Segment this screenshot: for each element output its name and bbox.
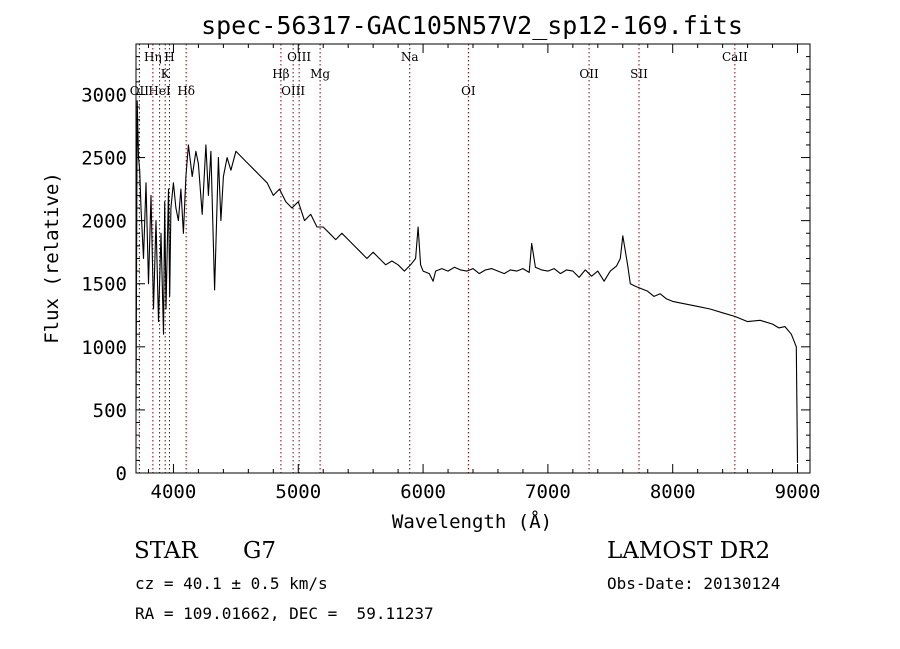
spectral-line-markers: OII Hη HeI KH Hδ Hβ OIII OIII Mg Na OI OII SII CaII bbox=[130, 44, 748, 473]
x-axis-label: Wavelength (Å) bbox=[392, 510, 552, 533]
y-tick-label: 1500 bbox=[81, 274, 127, 296]
line-marker-label: Mg bbox=[310, 67, 330, 81]
redshift-text: cz = 40.1 ± 0.5 km/s bbox=[135, 574, 328, 593]
x-tick-label: 6000 bbox=[400, 481, 446, 503]
line-marker-label: OI bbox=[461, 84, 476, 98]
survey-name: LAMOST DR2 bbox=[607, 538, 771, 564]
y-tick-label: 500 bbox=[93, 400, 127, 422]
line-marker-label: OII bbox=[579, 67, 599, 81]
line-marker-label: OIII bbox=[281, 84, 305, 98]
y-tick-label: 0 bbox=[116, 463, 127, 485]
line-marker-label: Hδ bbox=[177, 84, 195, 98]
y-axis: 0 500 1000 1500 2000 2500 3000 bbox=[81, 56, 810, 485]
line-marker-label: SII bbox=[630, 67, 648, 81]
line-marker-label: Hβ bbox=[272, 67, 289, 81]
y-tick-label: 2500 bbox=[81, 148, 127, 170]
line-marker-label: OII bbox=[130, 84, 150, 98]
chart-title: spec-56317-GAC105N57V2_sp12-169.fits bbox=[201, 11, 743, 40]
x-tick-label: 4000 bbox=[151, 481, 197, 503]
line-marker-label: H bbox=[164, 50, 174, 64]
y-tick-label: 2000 bbox=[81, 211, 127, 233]
line-marker-label: OIII bbox=[287, 50, 311, 64]
y-tick-label: 1000 bbox=[81, 337, 127, 359]
object-subclass: G7 bbox=[243, 538, 277, 564]
x-tick-label: 9000 bbox=[775, 481, 821, 503]
line-marker-label: Hη bbox=[144, 50, 162, 64]
plot-frame bbox=[135, 43, 811, 474]
line-marker-label: K bbox=[161, 67, 171, 81]
line-marker-label: HeI bbox=[148, 84, 171, 98]
x-tick-label: 8000 bbox=[650, 481, 696, 503]
x-tick-label: 7000 bbox=[525, 481, 571, 503]
spectrum-line bbox=[135, 100, 799, 463]
line-marker-label: Na bbox=[401, 50, 419, 64]
object-class: STAR bbox=[134, 538, 198, 564]
coordinates-text: RA = 109.01662, DEC = 59.11237 bbox=[135, 604, 434, 623]
x-axis: 4000 5000 6000 7000 8000 9000 bbox=[147, 44, 821, 503]
y-axis-label: Flux (relative) bbox=[41, 172, 63, 344]
y-tick-label: 3000 bbox=[81, 84, 127, 106]
line-marker-label: CaII bbox=[722, 50, 748, 64]
x-tick-label: 5000 bbox=[275, 481, 321, 503]
obs-date-text: Obs-Date: 20130124 bbox=[607, 574, 781, 593]
